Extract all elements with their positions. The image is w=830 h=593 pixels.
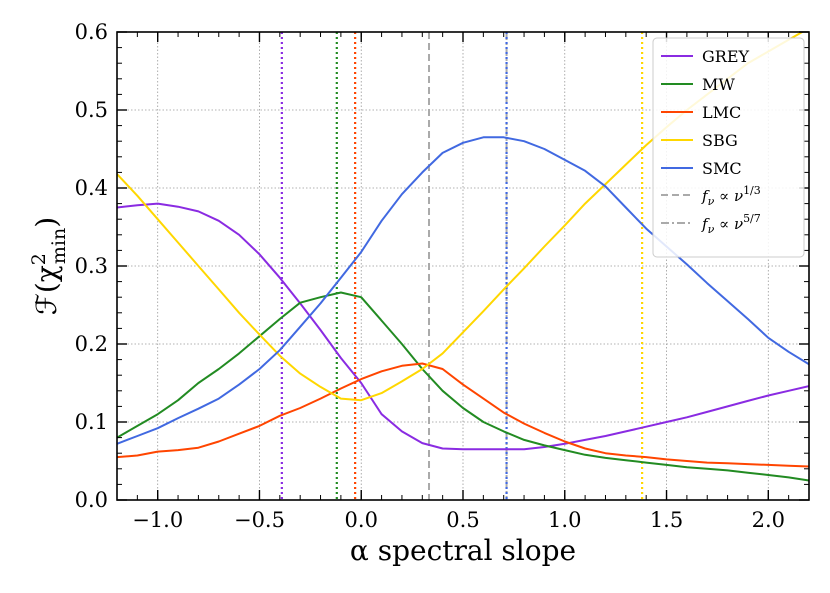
y-tick-label: 0.3 bbox=[75, 254, 108, 278]
series-line-mw bbox=[117, 291, 809, 482]
legend-exponent: 1/3 bbox=[743, 184, 761, 197]
legend-nu-sub: ν bbox=[708, 223, 715, 236]
series-line-grey bbox=[117, 202, 809, 451]
legend-label-grey: GREY bbox=[702, 47, 750, 66]
legend-label-powerlaw-2: fν ∝ ν5/7 bbox=[701, 212, 761, 236]
legend-label-lmc: LMC bbox=[702, 103, 741, 122]
series-line-smc bbox=[117, 136, 809, 445]
x-tick-label: 0.0 bbox=[345, 508, 378, 532]
legend-label-sbg: SBG bbox=[702, 131, 738, 150]
y-tick-label: 0.6 bbox=[75, 20, 108, 44]
legend-label-mw: MW bbox=[702, 75, 735, 94]
y-title-sup: 2 bbox=[28, 253, 50, 265]
y-tick-label: 0.5 bbox=[75, 98, 108, 122]
reference-lines bbox=[280, 32, 644, 500]
x-tick-label: 2.0 bbox=[752, 508, 785, 532]
legend-f: f bbox=[701, 215, 710, 233]
y-title-sub: min bbox=[48, 228, 70, 264]
y-tick-label: 0.2 bbox=[75, 332, 108, 356]
x-tick-label: −0.5 bbox=[234, 508, 285, 532]
y-tick-label: 0.0 bbox=[75, 488, 108, 512]
legend-label-powerlaw-1: fν ∝ ν1/3 bbox=[701, 184, 761, 208]
series-line-lmc bbox=[117, 362, 809, 468]
x-tick-label: 1.5 bbox=[650, 508, 683, 532]
legend-f: f bbox=[701, 187, 710, 205]
y-title-main: ℱ(χ bbox=[30, 265, 63, 315]
y-title-close: ) bbox=[30, 217, 63, 228]
legend-box bbox=[652, 37, 805, 258]
x-tick-label: 0.5 bbox=[446, 508, 479, 532]
x-axis-title: α spectral slope bbox=[350, 534, 576, 567]
y-tick-label: 0.4 bbox=[75, 176, 108, 200]
legend-prop: ∝ ν bbox=[714, 215, 743, 233]
y-axis-title: ℱ(χ2min) bbox=[28, 217, 70, 315]
legend-nu-sub: ν bbox=[708, 195, 715, 208]
y-tick-label: 0.1 bbox=[75, 410, 108, 434]
tick-labels: −1.0 −0.5 0.0 0.5 1.0 1.5 2.0 0.0 0.1 0.2 0.3 0.4 0.… bbox=[75, 20, 785, 532]
legend-label-smc: SMC bbox=[702, 159, 742, 178]
x-tick-label: 1.0 bbox=[548, 508, 581, 532]
x-tick-label: −1.0 bbox=[132, 508, 183, 532]
legend-prop: ∝ ν bbox=[714, 187, 743, 205]
legend-exponent: 5/7 bbox=[743, 212, 761, 225]
